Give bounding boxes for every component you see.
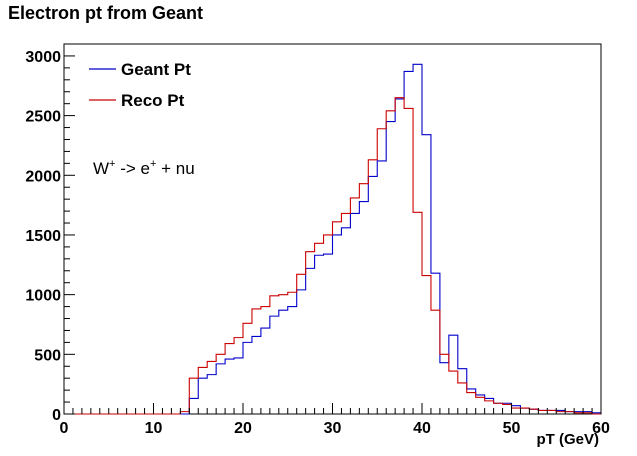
annotation-mid: -> e: [115, 159, 150, 178]
y-tick-label: 0: [52, 407, 61, 424]
x-tick-label: 50: [503, 420, 521, 437]
x-axis-label: pT (GeV): [537, 431, 600, 448]
series-line-geant-pt: [64, 63, 601, 415]
legend-label-geant: Geant Pt: [121, 60, 191, 79]
y-tick-label: 3000: [25, 49, 61, 66]
x-tick-label: 30: [324, 420, 342, 437]
annotation-sup2: +: [150, 158, 156, 170]
chart-title: Electron pt from Geant: [8, 3, 204, 23]
y-tick-label: 2500: [25, 109, 61, 126]
x-tick-label: 0: [60, 420, 69, 437]
x-tick-label: 40: [413, 420, 431, 437]
annotation-sup1: +: [109, 158, 115, 170]
x-tick-label: 60: [592, 420, 610, 437]
legend: Geant Pt Reco Pt: [89, 60, 191, 110]
series-line-reco-pt: [64, 97, 601, 415]
x-tick-label: 10: [145, 420, 163, 437]
y-tick-label: 2000: [25, 168, 61, 185]
y-tick-label: 500: [34, 347, 61, 364]
legend-label-reco: Reco Pt: [121, 91, 185, 110]
annotation-base: W: [93, 159, 109, 178]
annotation: W+ -> e+ + nu: [93, 158, 195, 178]
y-tick-label: 1000: [25, 288, 61, 305]
y-tick-label: 1500: [25, 228, 61, 245]
axis-layer: 0 10 20 30 40 50 60 0 500 1000 1500 2000 2500 3000: [25, 43, 610, 437]
series-layer: [64, 63, 601, 415]
annotation-tail: + nu: [156, 159, 194, 178]
x-tick-label: 20: [234, 420, 252, 437]
